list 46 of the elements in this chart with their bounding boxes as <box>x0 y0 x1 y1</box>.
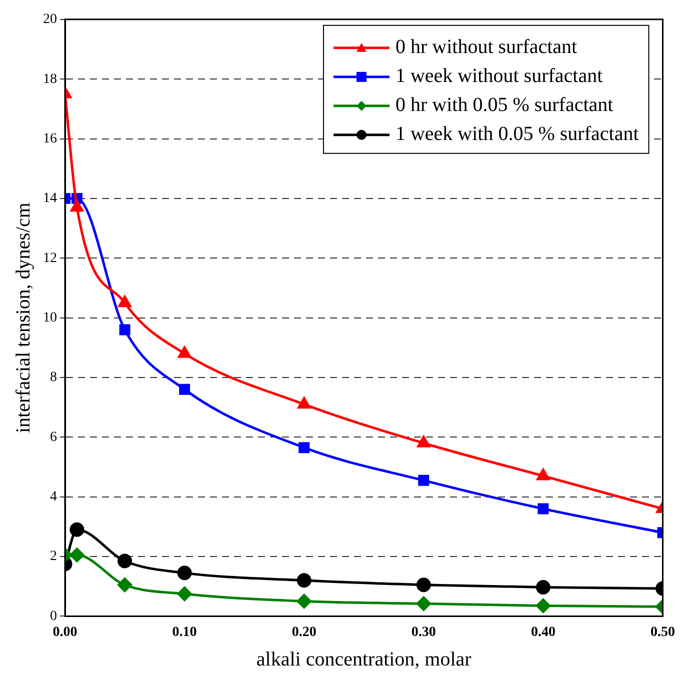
point <box>298 397 311 409</box>
point <box>296 573 312 588</box>
y-tick-label: 2 <box>50 549 57 564</box>
y-tick-label: 18 <box>43 72 57 87</box>
point <box>119 324 130 336</box>
x-tick-label: 0.50 <box>650 625 675 640</box>
y-tick-label: 0 <box>50 608 57 624</box>
point <box>417 436 430 448</box>
point <box>179 384 190 395</box>
legend-label: 1 week without surfactant <box>395 65 604 88</box>
legend-label: 0 hr without surfactant <box>395 36 578 58</box>
point <box>118 296 132 308</box>
y-tick-label: 14 <box>43 191 57 206</box>
point <box>416 578 431 592</box>
y-tick-label: 12 <box>43 250 57 266</box>
point <box>298 442 310 454</box>
y-tick-label: 8 <box>50 370 57 386</box>
point <box>536 468 550 480</box>
point <box>416 596 431 611</box>
y-tick-label: 20 <box>43 12 57 28</box>
point <box>536 598 550 614</box>
y-tick-label: 4 <box>50 490 57 505</box>
point <box>296 594 312 609</box>
y-tick-label: 10 <box>43 310 57 326</box>
point <box>418 474 430 486</box>
x-tick-label: 0.40 <box>530 625 556 640</box>
legend-label: 0 hr with 0.05 % surfactant <box>395 94 614 116</box>
point <box>536 580 550 595</box>
x-tick-label: 0.10 <box>172 625 197 640</box>
point <box>538 503 549 514</box>
x-tick-label: 0.00 <box>52 625 78 640</box>
point <box>70 200 84 212</box>
y-axis-title: interfacial tension, dynes/cm <box>12 202 34 434</box>
x-tick-label: 0.20 <box>292 625 316 640</box>
legend-label: 1 week with 0.05 % surfactant <box>395 123 640 146</box>
x-axis-title: alkali concentration, molar <box>256 648 472 670</box>
point <box>118 554 132 568</box>
point <box>177 566 192 580</box>
point <box>70 522 84 537</box>
point <box>70 548 84 562</box>
y-tick-label: 6 <box>50 430 57 445</box>
point <box>118 578 132 592</box>
x-tick-label: 0.30 <box>411 625 436 640</box>
y-tick-label: 16 <box>43 131 57 146</box>
point <box>178 346 191 358</box>
point <box>177 586 192 602</box>
